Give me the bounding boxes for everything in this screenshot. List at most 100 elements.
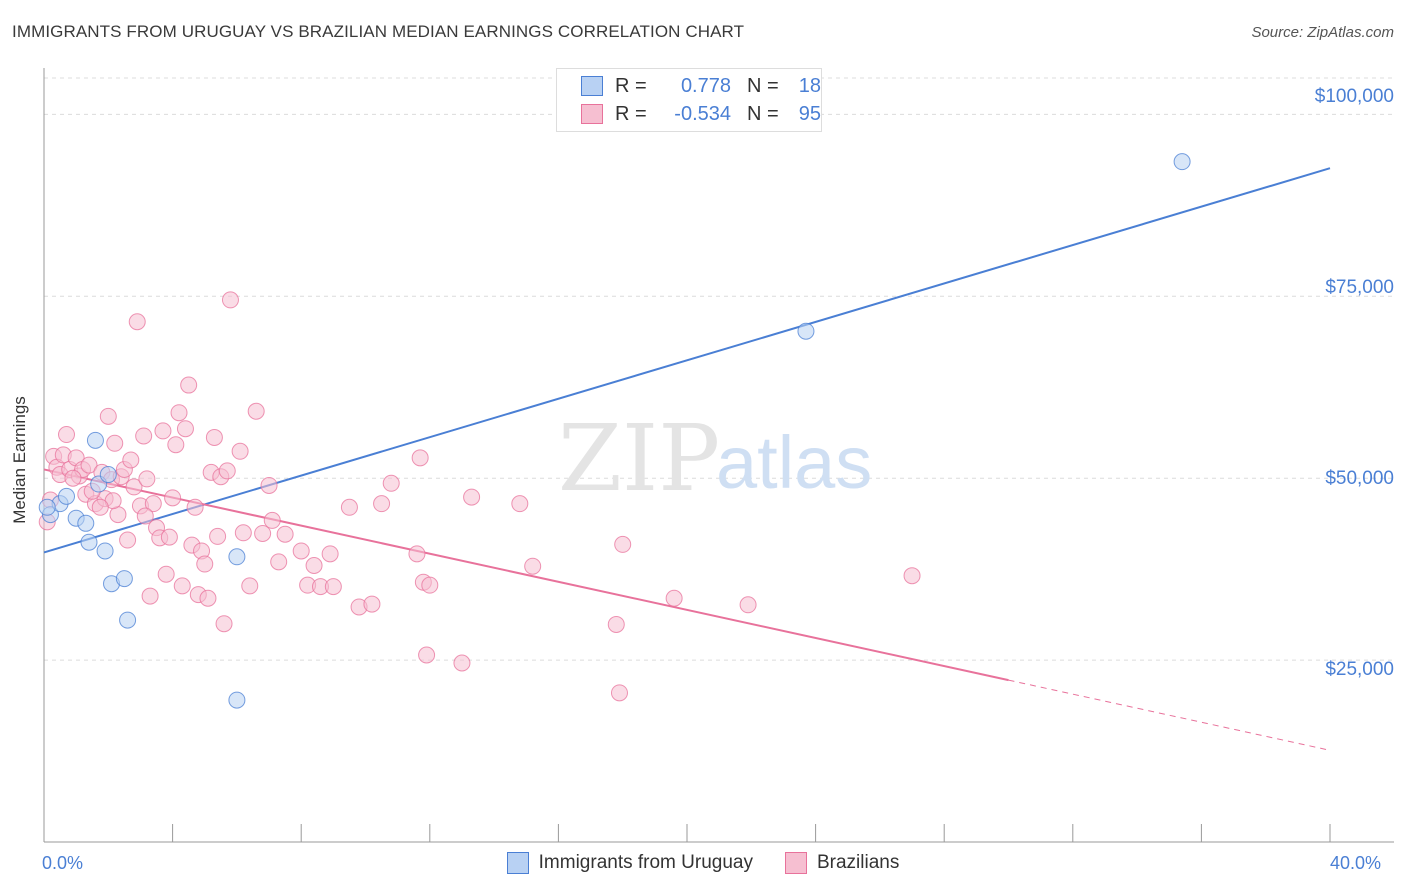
grid-lines xyxy=(44,77,1394,661)
point-uruguay xyxy=(58,487,76,505)
point-brazilians xyxy=(614,535,632,553)
series-legend: Immigrants from Uruguay Brazilians xyxy=(0,852,1406,874)
point-brazilians xyxy=(209,527,227,545)
point-uruguay xyxy=(77,514,95,532)
point-brazilians xyxy=(144,495,162,513)
legend-label-uruguay: Immigrants from Uruguay xyxy=(538,852,753,873)
point-brazilians xyxy=(241,577,259,595)
point-brazilians xyxy=(138,470,156,488)
y-tick-label: $75,000 xyxy=(1325,277,1394,298)
point-brazilians xyxy=(122,451,140,469)
point-brazilians xyxy=(903,567,921,585)
watermark-atlas: atlas xyxy=(716,421,872,504)
point-brazilians xyxy=(215,615,233,633)
point-brazilians xyxy=(607,615,625,633)
point-brazilians xyxy=(173,577,191,595)
point-brazilians xyxy=(511,495,529,513)
point-brazilians xyxy=(340,498,358,516)
point-brazilians xyxy=(260,476,278,494)
point-brazilians xyxy=(119,531,137,549)
point-brazilians xyxy=(186,498,204,516)
legend-r-label: R = xyxy=(615,102,647,125)
point-uruguay xyxy=(1173,153,1191,171)
y-tick-label: $100,000 xyxy=(1314,86,1394,107)
trend-line-brazilians xyxy=(43,468,1009,682)
point-brazilians xyxy=(453,654,471,672)
point-brazilians xyxy=(64,469,82,487)
point-brazilians xyxy=(205,428,223,446)
point-brazilians xyxy=(665,589,683,607)
point-brazilians xyxy=(99,407,117,425)
point-uruguay xyxy=(96,542,114,560)
chart-source: Source: ZipAtlas.com xyxy=(1251,24,1394,41)
point-brazilians xyxy=(263,511,281,529)
point-brazilians xyxy=(167,436,185,454)
point-brazilians xyxy=(739,596,757,614)
point-uruguay xyxy=(228,548,246,566)
point-brazilians xyxy=(80,456,98,474)
trend-line-brazilians-extension xyxy=(1008,679,1331,751)
point-brazilians xyxy=(382,474,400,492)
legend-swatch-pink xyxy=(581,104,603,124)
x-min-label: 0.0% xyxy=(42,853,84,873)
point-uruguay xyxy=(119,611,137,629)
point-brazilians xyxy=(270,553,288,571)
legend-label-brazilians: Brazilians xyxy=(816,852,900,873)
point-brazilians xyxy=(321,545,339,563)
point-brazilians xyxy=(164,489,182,507)
series-brazilians xyxy=(38,291,921,702)
point-brazilians xyxy=(221,291,239,309)
legend-n-value: 18 xyxy=(798,74,821,97)
point-brazilians xyxy=(170,404,188,422)
legend-swatch-pink xyxy=(784,852,807,874)
point-uruguay xyxy=(797,322,815,340)
point-brazilians xyxy=(218,462,236,480)
trend-lines xyxy=(43,167,1331,751)
point-brazilians xyxy=(324,578,342,596)
point-brazilians xyxy=(125,478,143,496)
point-brazilians xyxy=(157,565,175,583)
point-brazilians xyxy=(610,684,628,702)
legend-swatch-blue xyxy=(506,852,529,874)
point-brazilians xyxy=(421,576,439,594)
point-uruguay xyxy=(86,431,104,449)
legend-row-brazilians: R = -0.534 N = 95 xyxy=(581,102,821,126)
legend-r-value: -0.534 xyxy=(674,102,731,125)
stats-legend: R = 0.778 N = 18 R = -0.534 N = 95 xyxy=(556,68,822,132)
point-brazilians xyxy=(176,420,194,438)
point-uruguay xyxy=(99,466,117,484)
point-brazilians xyxy=(276,525,294,543)
point-brazilians xyxy=(411,449,429,467)
point-brazilians xyxy=(524,557,542,575)
y-tick-label: $25,000 xyxy=(1325,659,1394,680)
point-brazilians xyxy=(199,589,217,607)
point-brazilians xyxy=(418,646,436,664)
point-uruguay xyxy=(38,498,56,516)
point-brazilians xyxy=(254,524,272,542)
point-brazilians xyxy=(160,528,178,546)
legend-swatch-blue xyxy=(581,76,603,96)
chart-title: IMMIGRANTS FROM URUGUAY VS BRAZILIAN MED… xyxy=(12,22,745,41)
point-brazilians xyxy=(128,313,146,331)
legend-item-brazilians: Brazilians xyxy=(784,852,900,874)
point-brazilians xyxy=(154,422,172,440)
y-tick-label: $50,000 xyxy=(1325,468,1394,489)
point-brazilians xyxy=(136,507,154,525)
point-uruguay xyxy=(115,570,133,588)
point-brazilians xyxy=(196,555,214,573)
point-brazilians xyxy=(292,542,310,560)
point-brazilians xyxy=(363,595,381,613)
legend-n-label: N = xyxy=(747,74,779,97)
point-brazilians xyxy=(135,427,153,445)
watermark-zip: ZIP xyxy=(558,405,720,512)
watermark: ZIP atlas xyxy=(558,405,872,512)
legend-r-label: R = xyxy=(615,74,647,97)
point-brazilians xyxy=(408,545,426,563)
x-max-label: 40.0% xyxy=(1330,853,1382,873)
x-axis xyxy=(43,68,1394,843)
trend-line-uruguay xyxy=(43,167,1331,554)
series-uruguay xyxy=(38,153,1191,709)
point-brazilians xyxy=(141,587,159,605)
legend-n-value: 95 xyxy=(798,102,821,125)
